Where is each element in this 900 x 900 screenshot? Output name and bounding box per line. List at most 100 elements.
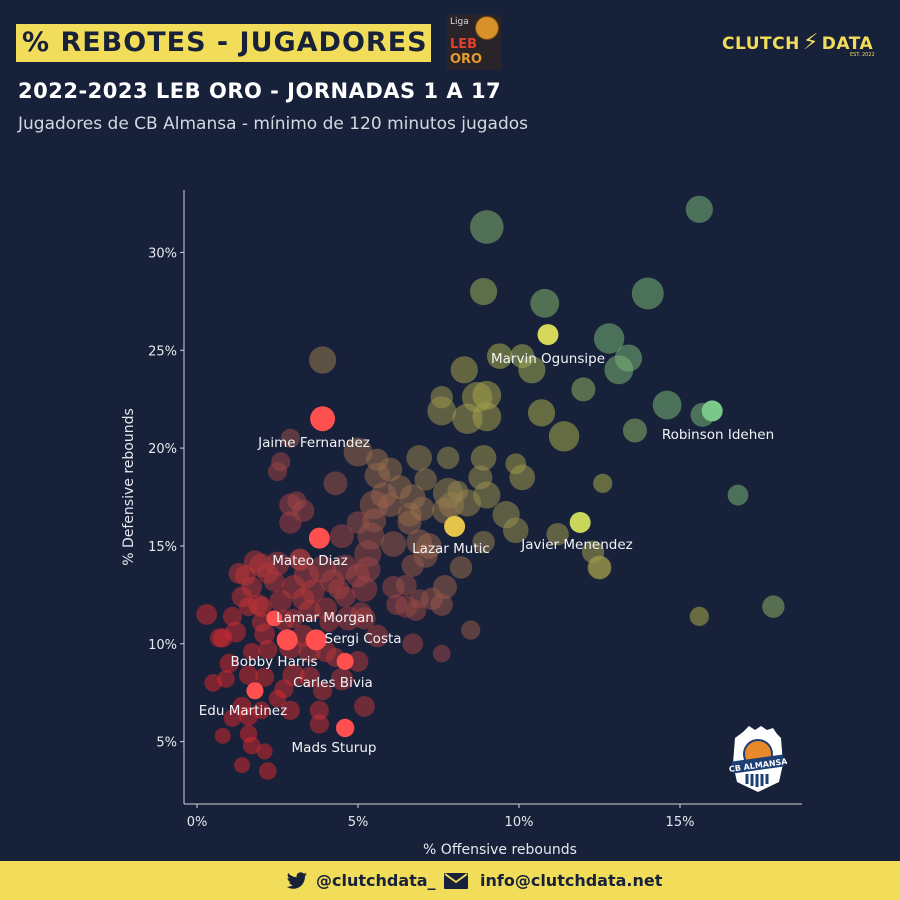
footer-twitter[interactable]: @clutchdata_ [316, 871, 436, 890]
player-dot [204, 674, 222, 692]
player-dot [329, 524, 354, 549]
basketball-icon [475, 16, 499, 40]
highlighted-player-dot [336, 652, 354, 670]
axis-ticks: 0% 5% 10% 15% 5% 10% 15% 20% 25% 30% [148, 246, 694, 830]
chart-axes [183, 190, 802, 805]
brand-suffix: DATA [821, 34, 874, 54]
lightning-bolt-icon: ⚡ [802, 30, 819, 55]
player-dot [284, 608, 304, 628]
player-dot [593, 473, 613, 493]
chart-title: % REBOTES - JUGADORES [16, 24, 431, 62]
player-dot [432, 644, 451, 663]
player-dot [280, 428, 300, 448]
player-dot [685, 195, 713, 223]
player-dot [234, 757, 251, 774]
player-dot [402, 633, 424, 655]
player-dot [449, 556, 473, 579]
player-dot [353, 607, 376, 630]
player-labels: Marvin Ogunsipe Robinson Idehen Jaime Fern… [199, 351, 774, 756]
player-label: Robinson Idehen [662, 427, 774, 443]
player-dot [472, 530, 495, 554]
player-label: Edu Martinez [199, 703, 287, 719]
player-dot [259, 762, 277, 780]
player-dot [604, 355, 634, 385]
y-axis-label: % Defensive rebounds [121, 408, 137, 566]
highlighted-player-dot [305, 629, 327, 651]
player-dot [330, 667, 354, 691]
player-dot [258, 640, 278, 660]
player-dot [256, 743, 273, 760]
footer-email[interactable]: info@clutchdata.net [480, 871, 663, 890]
y-tick-label: 20% [148, 442, 177, 457]
player-dot [312, 681, 333, 701]
player-dot [366, 624, 389, 648]
player-dot [414, 468, 437, 491]
player-dot [470, 210, 504, 244]
player-label: Bobby Harris [230, 654, 317, 670]
club-logo: CB ALMANSA [729, 726, 787, 792]
player-dot [472, 380, 502, 410]
player-dot [406, 445, 432, 471]
player-dot [209, 628, 230, 648]
x-tick-label: 5% [348, 815, 369, 830]
y-tick-label: 10% [148, 638, 177, 653]
player-dot [430, 593, 453, 616]
player-dot [214, 727, 231, 744]
player-dot [486, 343, 513, 369]
player-dot [436, 446, 460, 470]
player-dot [593, 323, 625, 354]
player-dot [461, 620, 481, 640]
player-dot [238, 665, 259, 685]
player-dot [299, 666, 321, 688]
highlighted-player-dot [537, 324, 559, 346]
player-dot [263, 570, 285, 592]
player-dot [269, 589, 292, 612]
player-dot [309, 700, 329, 720]
player-label: Carles Bivia [293, 675, 373, 691]
player-dot [323, 471, 348, 496]
player-dot [334, 586, 356, 608]
player-dot [689, 606, 709, 627]
y-tick-label: 5% [156, 736, 177, 751]
player-dot [351, 576, 378, 602]
player-dot [364, 462, 391, 489]
player-dot [354, 696, 375, 717]
chart-description: Jugadores de CB Almansa - mínimo de 120 … [18, 114, 528, 134]
brand-est: EST. 2022 [850, 52, 875, 58]
player-label: Javier Menendez [520, 537, 632, 553]
player-dot [238, 706, 259, 726]
player-dot [298, 599, 321, 622]
player-label: Jaime Fernandez [257, 435, 370, 451]
brand-name: CLUTCH [722, 34, 800, 54]
player-dot [395, 574, 417, 596]
player-dot [319, 612, 339, 632]
player-dot [530, 288, 560, 318]
player-dot [470, 445, 497, 471]
twitter-icon [286, 872, 307, 889]
x-axis-label: % Offensive rebounds [423, 842, 577, 858]
player-dot [279, 511, 302, 534]
email-icon [444, 873, 468, 889]
league-logo-leb: LEB [450, 37, 478, 52]
player-dot [386, 594, 408, 616]
league-logo-oro: ORO [450, 52, 483, 67]
player-dot [405, 600, 427, 621]
player-label: Mateo Diaz [272, 553, 348, 569]
player-dot [223, 709, 242, 727]
player-label: Mads Sturup [292, 740, 377, 756]
player-dot [527, 399, 556, 427]
player-dot [219, 653, 239, 673]
player-dot [652, 390, 682, 420]
x-tick-label: 0% [187, 815, 208, 830]
player-dot [347, 651, 369, 672]
y-tick-label: 30% [148, 246, 177, 261]
player-dot [380, 531, 407, 557]
y-tick-label: 25% [148, 344, 177, 359]
highlighted-player-dot [444, 515, 466, 537]
player-label: Lamar Morgan [276, 610, 374, 626]
highlighted-player-dot [266, 610, 283, 627]
league-logo: Liga LEB ORO [447, 15, 501, 70]
player-dot [548, 421, 580, 452]
player-label: Lazar Mutic [412, 541, 490, 557]
